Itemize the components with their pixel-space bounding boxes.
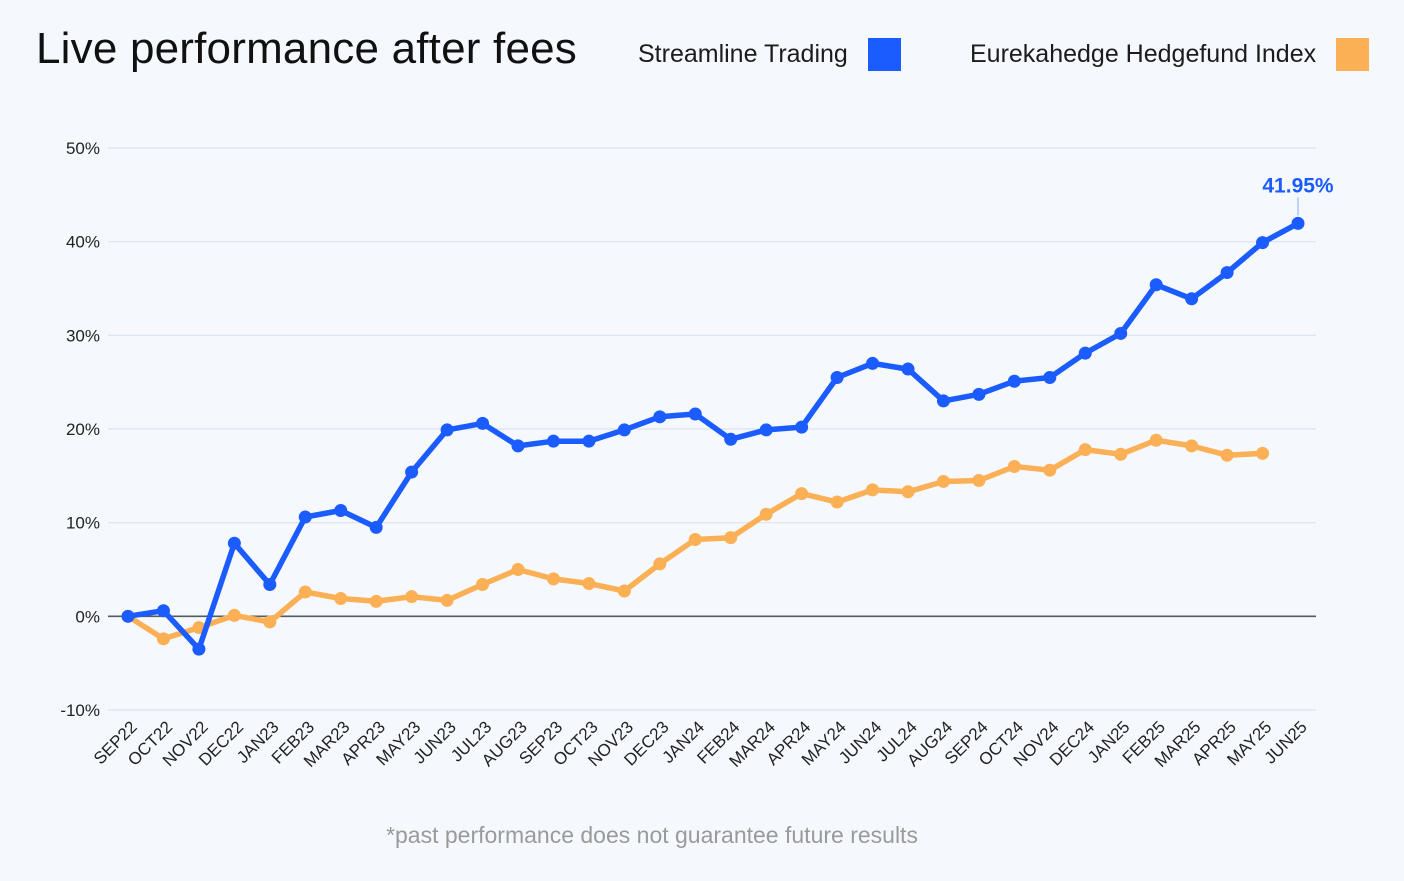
data-point-eurekahedge <box>1220 448 1234 462</box>
data-point-streamline <box>901 362 915 376</box>
data-point-streamline <box>724 432 738 446</box>
data-point-eurekahedge <box>617 584 631 598</box>
data-point-streamline <box>795 420 809 434</box>
data-point-eurekahedge <box>1114 447 1128 461</box>
data-point-streamline <box>405 465 419 479</box>
data-point-eurekahedge <box>1149 433 1163 447</box>
data-point-eurekahedge <box>759 507 773 521</box>
data-point-streamline <box>617 423 631 437</box>
data-point-streamline <box>1043 370 1057 384</box>
data-point-streamline <box>1291 216 1305 230</box>
data-point-streamline <box>1220 266 1234 280</box>
data-point-eurekahedge <box>511 563 525 576</box>
data-point-streamline <box>1185 292 1199 306</box>
y-tick-label: 0% <box>75 607 100 626</box>
data-point-streamline <box>582 434 596 448</box>
data-point-eurekahedge <box>724 531 738 545</box>
data-point-streamline <box>1007 374 1021 388</box>
data-point-eurekahedge <box>795 487 809 501</box>
data-point-eurekahedge <box>546 572 560 586</box>
data-point-eurekahedge <box>972 474 986 488</box>
data-point-streamline <box>263 577 277 591</box>
legend-label-streamline: Streamline Trading <box>638 40 848 68</box>
data-point-eurekahedge <box>227 608 241 622</box>
data-point-eurekahedge <box>1185 439 1199 453</box>
footnote: *past performance does not guarantee fut… <box>386 822 918 848</box>
data-point-streamline <box>192 642 206 656</box>
data-point-streamline <box>334 503 348 517</box>
data-point-eurekahedge <box>901 485 915 499</box>
data-point-streamline <box>298 510 312 524</box>
data-point-streamline <box>369 520 383 534</box>
data-point-eurekahedge <box>866 483 880 497</box>
data-point-eurekahedge <box>440 593 454 607</box>
data-point-streamline <box>227 536 241 550</box>
data-point-eurekahedge <box>263 615 277 629</box>
data-point-eurekahedge <box>156 632 170 646</box>
data-point-streamline <box>476 416 490 430</box>
data-point-streamline <box>1078 346 1092 360</box>
data-point-streamline <box>546 434 560 448</box>
legend-item-eurekahedge: Eurekahedge Hedgefund Index <box>970 38 1370 71</box>
legend-label-eurekahedge: Eurekahedge Hedgefund Index <box>970 40 1317 68</box>
data-point-eurekahedge <box>334 592 348 606</box>
data-point-streamline <box>1149 278 1163 292</box>
data-point-streamline <box>972 387 986 401</box>
data-point-streamline <box>936 394 950 408</box>
legend-swatch-eurekahedge <box>1336 38 1370 71</box>
data-point-streamline <box>1256 236 1270 250</box>
data-point-eurekahedge <box>936 474 950 488</box>
data-point-eurekahedge <box>688 533 702 547</box>
data-point-eurekahedge <box>1256 446 1270 460</box>
data-point-eurekahedge <box>830 495 844 509</box>
data-point-streamline <box>156 604 170 618</box>
y-tick-label: 10% <box>66 514 100 533</box>
data-point-eurekahedge <box>405 590 419 604</box>
y-tick-label: 50% <box>66 139 100 158</box>
data-point-streamline <box>121 609 135 623</box>
y-tick-label: -10% <box>60 701 100 720</box>
data-point-eurekahedge <box>1043 463 1057 477</box>
data-point-streamline <box>866 356 880 370</box>
data-point-streamline <box>830 370 844 384</box>
legend-swatch-streamline <box>867 38 901 71</box>
data-point-eurekahedge <box>369 594 383 608</box>
data-point-streamline <box>653 410 667 424</box>
data-point-eurekahedge <box>476 577 490 591</box>
data-point-streamline <box>1114 326 1128 340</box>
y-tick-label: 40% <box>66 233 100 252</box>
legend-item-streamline: Streamline Trading <box>638 38 901 71</box>
data-point-streamline <box>511 439 525 453</box>
chart-title: Live performance after fees <box>36 24 578 73</box>
data-point-streamline <box>759 423 773 437</box>
annotation-label: 41.95% <box>1262 174 1334 197</box>
data-point-eurekahedge <box>1007 459 1021 473</box>
data-point-streamline <box>440 423 454 437</box>
data-point-streamline <box>688 407 702 421</box>
data-point-eurekahedge <box>1078 443 1092 457</box>
series-line-streamline <box>125 220 1301 652</box>
data-point-eurekahedge <box>582 577 596 591</box>
y-tick-label: 20% <box>66 420 100 439</box>
data-point-eurekahedge <box>653 557 667 571</box>
y-tick-label: 30% <box>66 326 100 345</box>
data-point-eurekahedge <box>298 585 312 599</box>
